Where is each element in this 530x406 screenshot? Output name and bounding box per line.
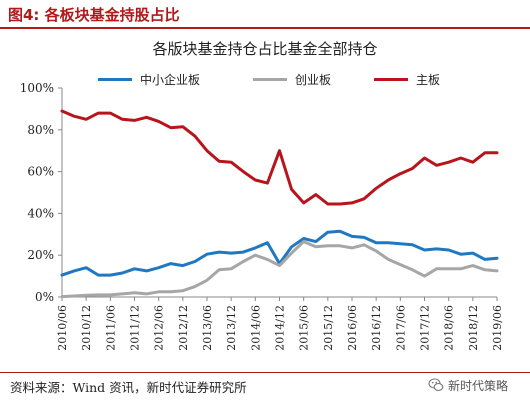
x-tick-label: 2016/06 (346, 305, 359, 351)
x-tick-label: 2011/12 (129, 305, 142, 351)
figure-label: 图4: 各板块基金持股占比 (8, 6, 180, 24)
x-tick-label: 2014/06 (249, 305, 262, 351)
x-tick-label: 2017/06 (394, 305, 407, 351)
legend-item-chinext: 创业板 (253, 70, 331, 88)
chart-legend: 中小企业板 创业板 主板 (0, 70, 530, 88)
x-tick-label: 2015/06 (298, 305, 311, 351)
legend-swatch-sme (98, 77, 132, 81)
legend-swatch-main-board (374, 77, 408, 81)
y-tick-label: 100% (20, 81, 54, 95)
x-tick-label: 2012/06 (153, 305, 166, 351)
x-tick-label: 2017/12 (419, 305, 432, 351)
x-tick-label: 2013/12 (225, 305, 238, 351)
y-tick-label: 60% (27, 165, 54, 179)
legend-label-main-board: 主板 (416, 72, 441, 87)
x-tick-label: 2018/06 (443, 305, 456, 351)
legend-label-chinext: 创业板 (295, 72, 332, 87)
x-tick-label: 2019/06 (491, 305, 504, 351)
y-tick-label: 0% (35, 290, 54, 304)
legend-label-sme: 中小企业板 (140, 72, 201, 87)
x-tick-label: 2015/12 (322, 305, 335, 351)
y-tick-label: 40% (27, 206, 54, 220)
source-note: 资料来源：Wind 资讯，新时代证券研究所 (10, 380, 247, 395)
series-line-chinext (60, 240, 499, 299)
header-divider (0, 27, 530, 29)
wechat-icon (428, 378, 444, 392)
chart-title: 各版块基金持仓占比基金全部持仓 (152, 40, 378, 58)
legend-item-main-board: 主板 (374, 70, 440, 88)
source-divider (0, 372, 530, 373)
y-tick-label: 80% (27, 123, 54, 137)
x-tick-label: 2016/12 (370, 305, 383, 351)
legend-swatch-chinext (253, 77, 287, 81)
watermark-text: 新时代策略 (448, 378, 509, 393)
x-tick-label: 2010/12 (80, 305, 93, 351)
x-tick-label: 2013/06 (201, 305, 214, 351)
x-tick-label: 2011/06 (104, 305, 117, 351)
legend-item-sme: 中小企业板 (98, 70, 200, 88)
x-tick-label: 2014/12 (274, 305, 287, 351)
x-tick-label: 2010/06 (56, 305, 69, 351)
y-tick-label: 20% (27, 248, 54, 262)
x-tick-label: 2012/12 (177, 305, 190, 351)
watermark: 新时代策略 (428, 375, 508, 395)
x-tick-label: 2018/12 (467, 305, 480, 351)
series-line-sme (60, 229, 499, 277)
series-line-main-board (60, 109, 499, 206)
